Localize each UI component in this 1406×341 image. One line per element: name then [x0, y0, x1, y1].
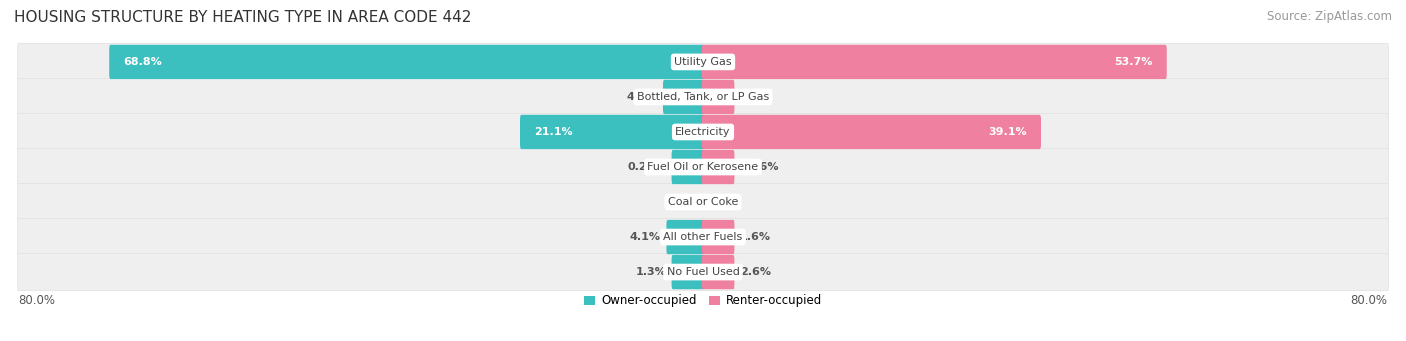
Text: 2.6%: 2.6% — [740, 267, 770, 277]
FancyBboxPatch shape — [520, 115, 704, 149]
FancyBboxPatch shape — [18, 253, 1388, 291]
FancyBboxPatch shape — [18, 114, 1388, 150]
Text: Utility Gas: Utility Gas — [675, 57, 731, 67]
Text: 0.06%: 0.06% — [740, 162, 779, 172]
Text: Source: ZipAtlas.com: Source: ZipAtlas.com — [1267, 10, 1392, 23]
Text: 80.0%: 80.0% — [18, 294, 55, 307]
FancyBboxPatch shape — [18, 219, 1388, 256]
FancyBboxPatch shape — [110, 45, 704, 79]
Text: 53.7%: 53.7% — [1114, 57, 1153, 67]
Text: 80.0%: 80.0% — [1351, 294, 1388, 307]
Text: 39.1%: 39.1% — [988, 127, 1026, 137]
Text: Fuel Oil or Kerosene: Fuel Oil or Kerosene — [647, 162, 759, 172]
Text: 68.8%: 68.8% — [124, 57, 162, 67]
Text: HOUSING STRUCTURE BY HEATING TYPE IN AREA CODE 442: HOUSING STRUCTURE BY HEATING TYPE IN ARE… — [14, 10, 471, 25]
Text: 1.3%: 1.3% — [636, 267, 666, 277]
FancyBboxPatch shape — [18, 183, 1388, 221]
Text: Coal or Coke: Coal or Coke — [668, 197, 738, 207]
Legend: Owner-occupied, Renter-occupied: Owner-occupied, Renter-occupied — [583, 294, 823, 307]
FancyBboxPatch shape — [702, 255, 734, 289]
FancyBboxPatch shape — [702, 115, 1040, 149]
FancyBboxPatch shape — [664, 80, 704, 114]
FancyBboxPatch shape — [702, 150, 734, 184]
Text: 1.6%: 1.6% — [740, 232, 770, 242]
FancyBboxPatch shape — [702, 220, 734, 254]
FancyBboxPatch shape — [666, 220, 704, 254]
FancyBboxPatch shape — [18, 43, 1388, 80]
FancyBboxPatch shape — [672, 255, 704, 289]
Text: 4.1%: 4.1% — [630, 232, 661, 242]
FancyBboxPatch shape — [702, 45, 1167, 79]
Text: 4.5%: 4.5% — [627, 92, 658, 102]
Text: 2.8%: 2.8% — [740, 92, 770, 102]
Text: 0.28%: 0.28% — [627, 162, 666, 172]
Text: No Fuel Used: No Fuel Used — [666, 267, 740, 277]
FancyBboxPatch shape — [702, 80, 734, 114]
FancyBboxPatch shape — [672, 150, 704, 184]
FancyBboxPatch shape — [18, 78, 1388, 116]
Text: Bottled, Tank, or LP Gas: Bottled, Tank, or LP Gas — [637, 92, 769, 102]
Text: Electricity: Electricity — [675, 127, 731, 137]
Text: All other Fuels: All other Fuels — [664, 232, 742, 242]
Text: 21.1%: 21.1% — [534, 127, 572, 137]
FancyBboxPatch shape — [18, 148, 1388, 186]
